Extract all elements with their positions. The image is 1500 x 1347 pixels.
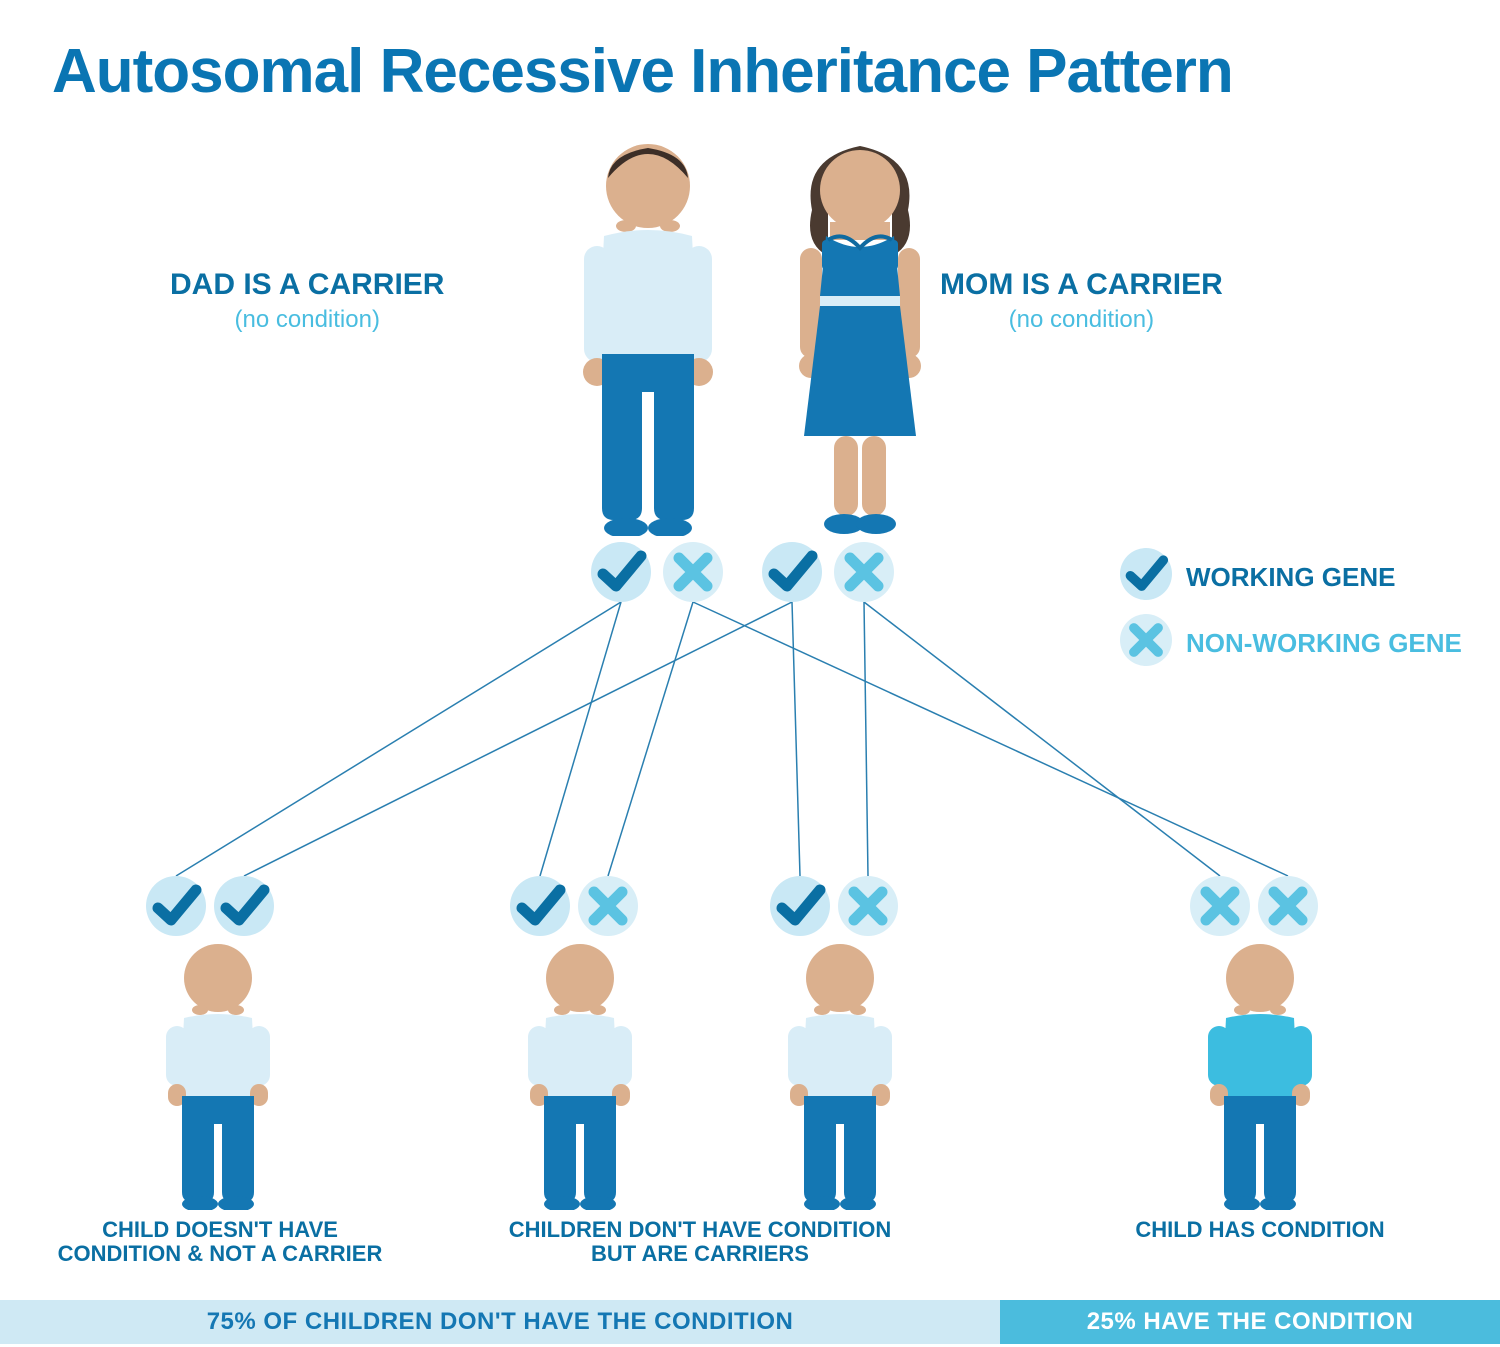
x-icon [1190,876,1250,941]
stat-bar-unaffected: 75% OF CHILDREN DON'T HAVE THE CONDITION [0,1300,1000,1344]
child-figure-c4 [1180,940,1340,1210]
stat-bar-affected-text: 25% HAVE THE CONDITION [1087,1308,1414,1336]
child-label-c3: CHILDREN DON'T HAVE CONDITIONBUT ARE CAR… [450,1218,950,1266]
x-icon [834,542,894,607]
child-figure-c2 [500,940,660,1210]
check-icon [214,876,274,941]
child-figure-c1 [138,940,298,1210]
check-icon [770,876,830,941]
check-icon [762,542,822,607]
x-icon [578,876,638,941]
x-icon [838,876,898,941]
child-label-c1: CHILD DOESN'T HAVECONDITION & NOT A CARR… [30,1218,410,1266]
check-icon [146,876,206,941]
child-figure-c3 [760,940,920,1210]
x-icon [663,542,723,607]
child-label-c4: CHILD HAS CONDITION [1070,1218,1450,1242]
check-icon [591,542,651,607]
check-icon [510,876,570,941]
dad-figure [548,136,748,536]
stat-bar-unaffected-text: 75% OF CHILDREN DON'T HAVE THE CONDITION [207,1308,794,1336]
mom-figure [760,136,960,536]
stat-bar-affected: 25% HAVE THE CONDITION [1000,1300,1500,1344]
x-icon [1258,876,1318,941]
